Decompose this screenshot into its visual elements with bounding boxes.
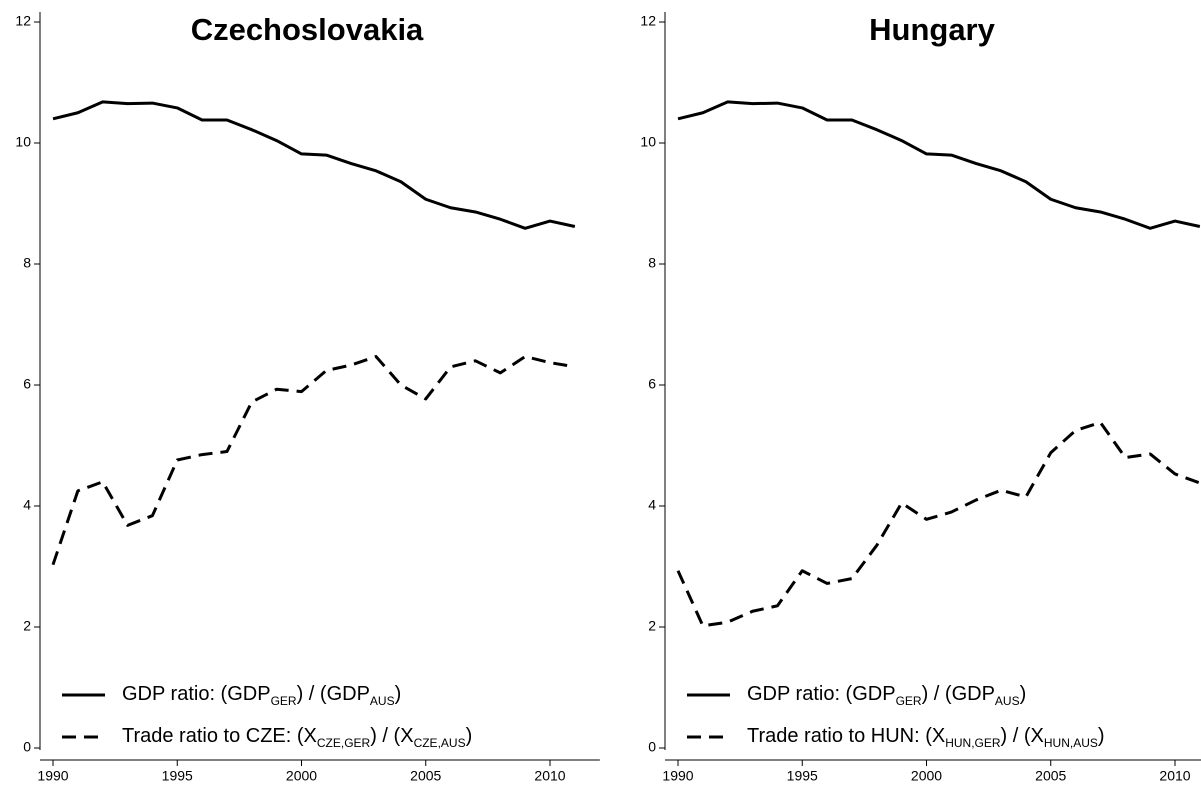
line-series <box>676 421 1201 628</box>
line-series <box>52 100 576 230</box>
x-tick-label: 2005 <box>410 768 441 784</box>
y-tick-label: 0 <box>23 739 31 755</box>
y-tick-label: 8 <box>648 255 656 271</box>
y-tick-label: 4 <box>648 497 656 513</box>
x-tick-label: 2005 <box>1035 768 1066 784</box>
y-tick-label: 12 <box>640 13 656 29</box>
x-tick-label: 2000 <box>286 768 317 784</box>
y-tick-label: 12 <box>15 13 31 29</box>
x-tick-label: 1990 <box>662 768 693 784</box>
y-tick-label: 4 <box>23 497 31 513</box>
y-tick-label: 6 <box>23 376 31 392</box>
x-tick-label: 2010 <box>1159 768 1190 784</box>
y-tick-label: 8 <box>23 255 31 271</box>
legend-label: Trade ratio to CZE: (XCZE,GER) / (XCZE,A… <box>122 725 472 750</box>
y-tick-label: 6 <box>648 376 656 392</box>
x-tick-label: 2010 <box>534 768 565 784</box>
line-series <box>51 355 576 566</box>
y-tick-label: 10 <box>640 134 656 150</box>
legend-label: GDP ratio: (GDPGER) / (GDPAUS) <box>122 683 401 708</box>
x-tick-label: 1995 <box>787 768 818 784</box>
line-series <box>677 100 1201 230</box>
y-tick-label: 2 <box>23 618 31 634</box>
x-tick-label: 1995 <box>162 768 193 784</box>
x-tick-label: 2000 <box>911 768 942 784</box>
y-tick-label: 0 <box>648 739 656 755</box>
chart-title: Hungary <box>869 12 996 47</box>
legend-label: GDP ratio: (GDPGER) / (GDPAUS) <box>747 683 1026 708</box>
y-tick-label: 10 <box>15 134 31 150</box>
chart-title: Czechoslovakia <box>191 12 424 47</box>
legend-label: Trade ratio to HUN: (XHUN,GER) / (XHUN,A… <box>747 725 1105 750</box>
y-tick-label: 2 <box>648 618 656 634</box>
x-tick-label: 1990 <box>37 768 68 784</box>
